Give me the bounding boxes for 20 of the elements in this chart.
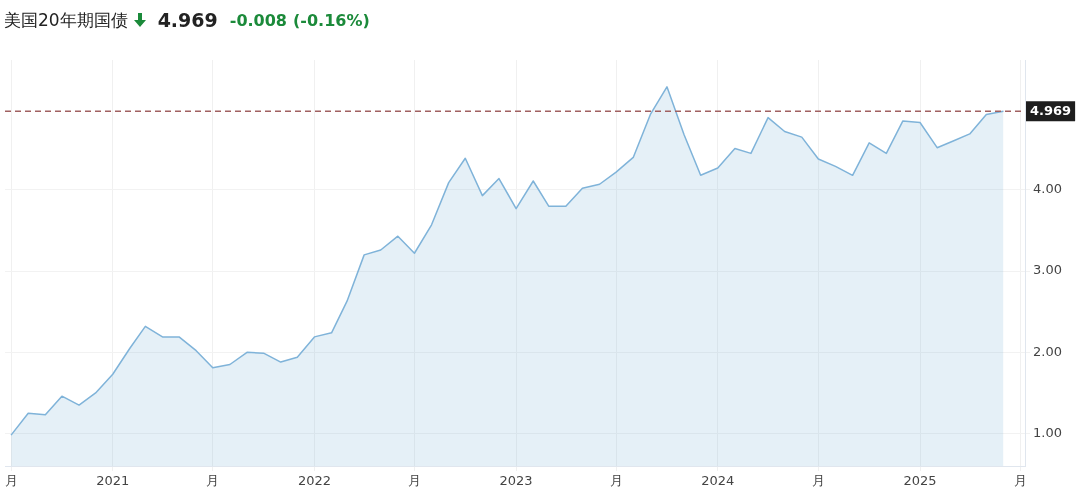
x-tick-label: 月 [206,473,220,489]
y-tick-label: 1.00 [1033,424,1062,440]
x-tick-label: 月 [1013,473,1027,489]
x-tick-label: 2021 [96,473,130,489]
text: (-0.16%) [293,10,370,30]
x-tick-label: 2023 [499,473,533,489]
x-tick-label: 月 [609,473,623,489]
x-tick-label: 2024 [701,473,735,489]
text: 4.969 [157,9,218,31]
x-tick-label: 月 [811,473,825,489]
chart-title: 美国20年期国债 [4,8,128,32]
y-tick-label: 2.00 [1033,343,1062,359]
ref-line-label: 4.969 [1030,102,1072,118]
x-tick-label: 月 [407,473,421,489]
x-tick-label: 2022 [297,473,331,489]
y-tick-label: 4.00 [1033,181,1062,197]
x-tick-label: 2025 [903,473,937,489]
x-tick-label: 月 [4,473,18,489]
text: -0.008 [229,10,287,30]
y-tick-label: 3.00 [1033,262,1062,278]
